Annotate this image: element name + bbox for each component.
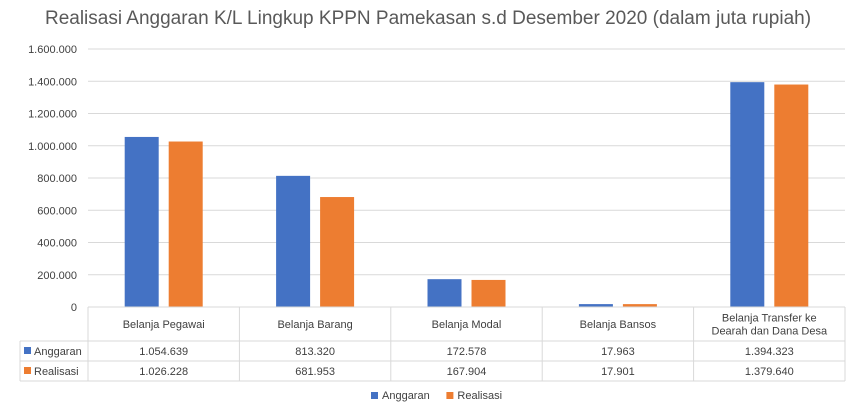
table-series-label: Anggaran (34, 346, 82, 358)
bar-anggaran (427, 279, 462, 307)
category-label: Belanja Pegawai (123, 319, 205, 331)
legend-label: Anggaran (382, 390, 430, 402)
data-label: 17.901 (601, 366, 635, 378)
legend-key (371, 392, 378, 399)
bar-anggaran (276, 175, 311, 307)
data-label: 681.953 (295, 366, 335, 378)
y-tick-label: 400.000 (37, 238, 77, 250)
y-tick-label: 200.000 (37, 270, 77, 282)
y-tick-label: 1.000.000 (28, 141, 77, 153)
legend-label: Realisasi (457, 390, 502, 402)
table-legend-key (24, 347, 31, 354)
y-tick-label: 1.600.000 (28, 44, 77, 56)
data-label: 17.963 (601, 346, 635, 358)
bar-realisasi (168, 141, 203, 307)
bar-realisasi (622, 304, 657, 307)
y-tick-label: 800.000 (37, 173, 77, 185)
category-label: Belanja Barang (277, 319, 352, 331)
bar-realisasi (774, 84, 809, 307)
bar-realisasi (471, 279, 506, 307)
bar-anggaran (578, 304, 613, 307)
data-label: 813.320 (295, 346, 335, 358)
bar-realisasi (320, 197, 355, 307)
category-label: Belanja Transfer ke Dearah dan Dana Desa (712, 313, 828, 338)
category-label: Belanja Bansos (580, 319, 657, 331)
data-label: 1.026.228 (139, 366, 188, 378)
data-label: 1.054.639 (139, 346, 188, 358)
chart-title: Realisasi Anggaran K/L Lingkup KPPN Pame… (44, 8, 812, 29)
y-tick-label: 600.000 (37, 205, 77, 217)
legend-key (446, 392, 454, 399)
table-legend-key (24, 367, 31, 374)
bar-anggaran (124, 136, 159, 307)
data-label: 167.904 (447, 366, 487, 378)
data-label: 1.394.323 (745, 346, 794, 358)
table-series-label: Realisasi (34, 366, 79, 378)
bar-anggaran (730, 82, 765, 308)
category-label: Belanja Modal (432, 319, 502, 331)
y-tick-label: 1.400.000 (28, 76, 77, 88)
y-tick-label: 1.200.000 (28, 109, 77, 121)
data-label: 1.379.640 (745, 366, 794, 378)
data-label: 172.578 (447, 346, 487, 358)
y-tick-label: 0 (71, 302, 77, 314)
